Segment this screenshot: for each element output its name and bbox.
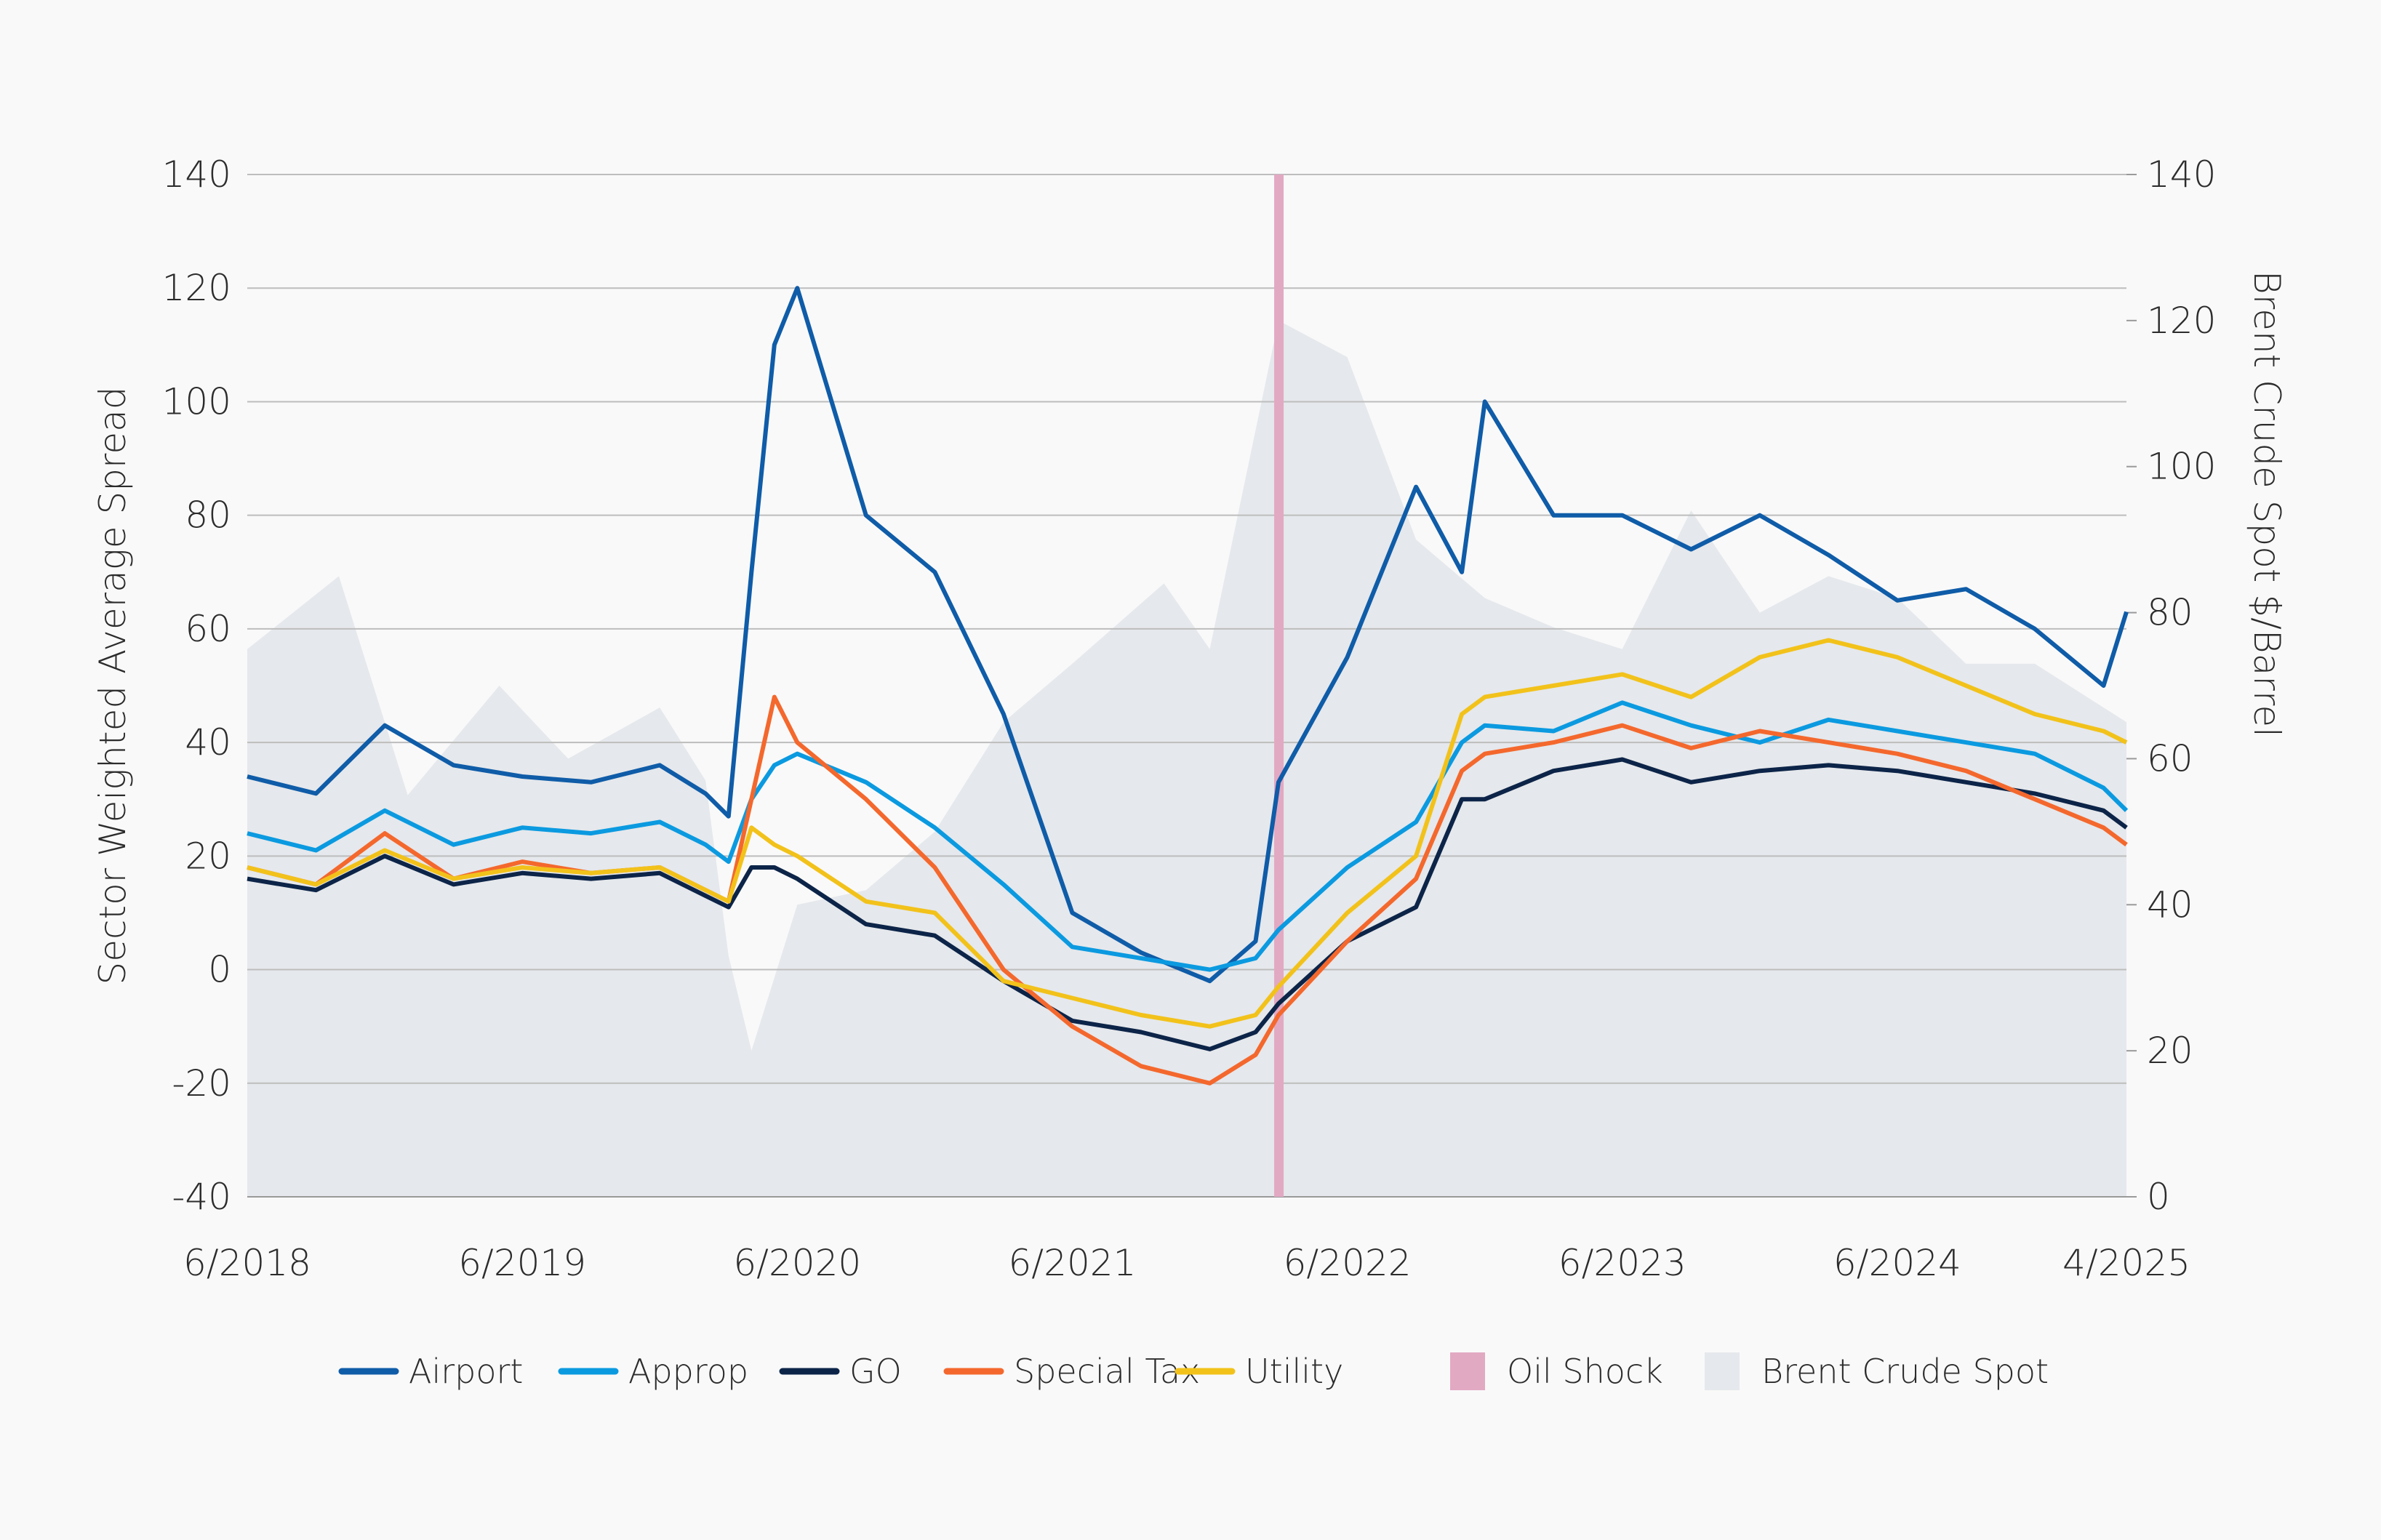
y2-tick-label: 100 xyxy=(2147,446,2216,488)
legend-label: Utility xyxy=(1245,1352,1343,1391)
y2-tick-label: 140 xyxy=(2147,153,2216,196)
y-tick-label: 0 xyxy=(208,949,231,991)
legend-swatch xyxy=(1705,1352,1740,1390)
legend-swatch xyxy=(1450,1352,1485,1390)
oil-shock-band xyxy=(1274,175,1284,1197)
x-tick-label: 6/2019 xyxy=(458,1242,586,1284)
legend-label: GO xyxy=(849,1352,902,1391)
series-line-go xyxy=(247,757,2128,1051)
legend-label: Oil Shock xyxy=(1507,1352,1663,1391)
y-axis-title: Sector Weighted Average Spread xyxy=(92,386,134,984)
x-tick-label: 6/2020 xyxy=(733,1242,861,1284)
brent-crude-area xyxy=(247,320,2126,1197)
y2-tick-label: 40 xyxy=(2147,883,2193,926)
y-tick-label: 60 xyxy=(185,608,231,650)
y-tick-label: -40 xyxy=(172,1176,231,1218)
y-tick-label: 140 xyxy=(162,153,231,196)
legend-label: Airport xyxy=(409,1352,523,1391)
x-tick-label: 4/2025 xyxy=(2062,1242,2190,1284)
legend-item-brent-crude-spot: Brent Crude Spot xyxy=(1705,1352,2049,1391)
legend-item-approp: Approp xyxy=(558,1352,748,1391)
y2-tick-label: 0 xyxy=(2147,1176,2170,1218)
y2-tick-label: 120 xyxy=(2147,300,2216,342)
x-tick-label: 6/2024 xyxy=(1833,1242,1961,1284)
x-tick-label: 6/2022 xyxy=(1284,1242,1412,1284)
y2-tick-label: 80 xyxy=(2147,592,2193,634)
series-line-approp xyxy=(247,700,2129,972)
x-tick-label: 6/2021 xyxy=(1008,1242,1136,1284)
y-tick-label: 100 xyxy=(162,380,231,422)
legend-item-utility: Utility xyxy=(1175,1352,1343,1391)
legend-label: Brent Crude Spot xyxy=(1761,1352,2049,1391)
legend-label: Approp xyxy=(628,1352,748,1391)
y-tick-label: 20 xyxy=(185,835,231,877)
y-tick-label: 120 xyxy=(162,267,231,309)
legend-item-go: GO xyxy=(779,1352,902,1391)
y-tick-label: 80 xyxy=(185,494,231,537)
x-tick-label: 6/2023 xyxy=(1558,1242,1686,1284)
x-tick-label: 6/2018 xyxy=(183,1242,311,1284)
series-line-airport xyxy=(247,286,2129,984)
y2-tick-label: 20 xyxy=(2147,1030,2193,1072)
series-line-utility xyxy=(247,638,2128,1029)
y2-axis-title: Brent Crude Spot $/Barrel xyxy=(2246,270,2288,737)
y-tick-label: -20 xyxy=(172,1062,231,1104)
legend-item-airport: Airport xyxy=(338,1352,523,1391)
legend-label: Special Tax xyxy=(1014,1352,1200,1391)
y-tick-label: 40 xyxy=(185,721,231,763)
legend-item-special-tax: Special Tax xyxy=(943,1352,1200,1391)
legend-item-oil-shock: Oil Shock xyxy=(1450,1352,1663,1391)
y2-tick-label: 60 xyxy=(2147,737,2193,779)
